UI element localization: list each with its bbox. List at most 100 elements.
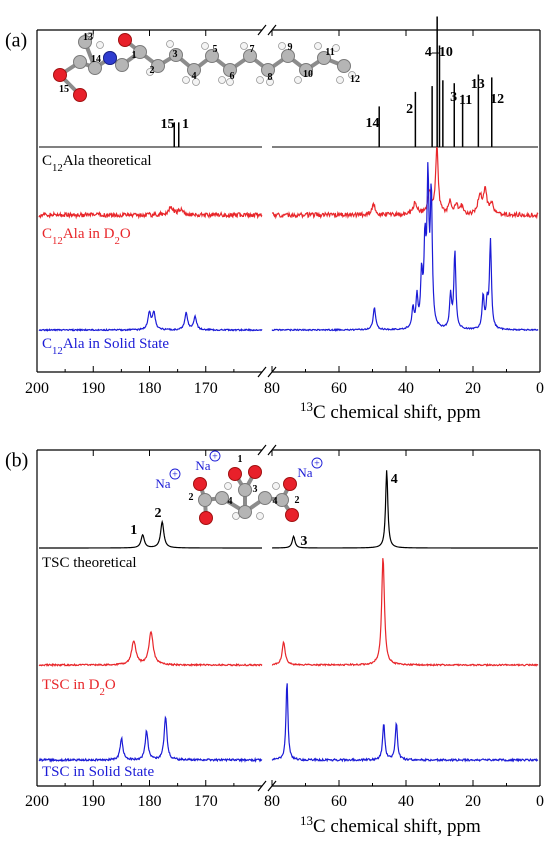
hydrogen-atom xyxy=(332,44,340,52)
hydrogen-atom xyxy=(166,40,174,48)
hydrogen-atom xyxy=(226,78,234,86)
carbon-atom xyxy=(151,59,165,73)
subscript: 12 xyxy=(52,345,63,357)
oxygen-atom xyxy=(285,508,299,522)
ion-charge-circle xyxy=(169,468,181,480)
x-axis-label-sup: 13 xyxy=(300,813,313,828)
x-tick-label: 80 xyxy=(264,793,280,810)
spectrum-trace xyxy=(39,519,262,549)
x-tick-label: 0 xyxy=(536,380,544,397)
spectrum-trace xyxy=(38,310,263,332)
spectrum-trace xyxy=(271,558,539,667)
x-tick-label: 170 xyxy=(194,793,218,810)
x-tick-label: 180 xyxy=(138,793,162,810)
hydrogen-atom xyxy=(278,42,286,50)
peak-label: 3 xyxy=(300,534,307,549)
series-0: TSC theoretical xyxy=(39,470,538,571)
atom-number: 14 xyxy=(91,54,101,65)
hydrogen-atom xyxy=(182,76,190,84)
subscript: 2 xyxy=(114,235,119,247)
oxygen-atom xyxy=(73,88,87,102)
carbon-atom xyxy=(275,493,289,507)
label-part: TSC in D xyxy=(42,677,100,693)
spectrum-trace xyxy=(38,205,263,220)
peak-labels: 1 2 3 4 xyxy=(130,472,398,549)
oxygen-atom xyxy=(228,467,242,481)
hydrogen-atom xyxy=(192,78,200,86)
ion-charge-circle xyxy=(209,450,221,462)
label-part: O xyxy=(120,226,131,242)
atom-number: 4 xyxy=(273,496,278,507)
atom-number: 2 xyxy=(295,495,300,506)
atom-number: 2 xyxy=(150,65,155,76)
atom-number: 8 xyxy=(268,72,273,83)
carbon-atom xyxy=(115,58,129,72)
hydrogen-atom xyxy=(146,68,154,76)
x-axis-label-sup: 13 xyxy=(300,399,313,414)
carbon-atom xyxy=(299,63,313,77)
spectrum-trace xyxy=(38,715,263,763)
oxygen-atom xyxy=(53,68,67,82)
peak-label: 13 xyxy=(471,77,485,92)
ion-charge: + xyxy=(314,459,320,470)
carbon-atom xyxy=(238,483,252,497)
carbon-atom xyxy=(88,61,102,75)
carbon-atom xyxy=(187,63,201,77)
carbon-atom xyxy=(317,51,331,65)
carbon-atom xyxy=(261,63,275,77)
x-tick-label: 180 xyxy=(138,380,162,397)
spectrum-trace xyxy=(272,470,538,549)
x-tick-label: 60 xyxy=(331,793,347,810)
atom-number: 2 xyxy=(189,492,194,503)
sodium-ion-label: Na xyxy=(155,476,170,491)
atom-number: 4 xyxy=(192,71,197,82)
peak-label: 4 xyxy=(391,472,398,487)
x-axis-label-text: C chemical shift, ppm xyxy=(313,402,481,423)
peak-label: 2 xyxy=(154,506,161,521)
spectrum-trace xyxy=(271,162,539,332)
peak-label: 2 xyxy=(406,102,413,117)
oxygen-atom xyxy=(193,477,207,491)
hydrogen-atom xyxy=(266,78,274,86)
x-tick-label: 20 xyxy=(465,380,481,397)
label-part: Ala in D xyxy=(63,226,115,242)
x-tick-label: 170 xyxy=(194,380,218,397)
series-label: TSC in D2O xyxy=(42,677,116,698)
oxygen-atom xyxy=(118,33,132,47)
hydrogen-atom xyxy=(224,482,232,490)
label-part: C xyxy=(42,153,52,169)
carbon-atom xyxy=(223,63,237,77)
x-ticks: 200 190 180 170 80 60 40 20 0 xyxy=(25,30,544,397)
atom-number: 15 xyxy=(59,84,69,95)
label-part: TSC theoretical xyxy=(42,555,137,571)
spectrum-trace xyxy=(271,146,539,220)
spectrum-trace xyxy=(38,630,263,668)
series-1: C12Ala in D2O xyxy=(38,146,539,247)
carbon-atom xyxy=(133,45,147,59)
x-tick-label: 60 xyxy=(331,380,347,397)
series-label: C12Ala theoretical xyxy=(42,153,152,174)
series-label: TSC in Solid State xyxy=(42,764,154,780)
x-tick-label: 80 xyxy=(264,380,280,397)
carbon-atom xyxy=(205,49,219,63)
carbon-atom xyxy=(281,49,295,63)
x-tick-label: 200 xyxy=(25,380,49,397)
atom-number: 5 xyxy=(213,44,218,55)
carbon-atom xyxy=(198,493,212,507)
atom-number: 10 xyxy=(303,69,313,80)
label-part: C xyxy=(42,226,52,242)
subscript: 12 xyxy=(52,235,63,247)
ion-charge: + xyxy=(212,452,218,463)
peak-label: 1 xyxy=(182,117,189,132)
atom-number: 11 xyxy=(325,47,334,58)
peak-label: 12 xyxy=(490,92,504,107)
carbon-atom xyxy=(258,491,272,505)
series-label: C12Ala in D2O xyxy=(42,226,131,247)
carbon-atom xyxy=(215,491,229,505)
atom-number: 13 xyxy=(83,32,93,43)
atom-number: 1 xyxy=(238,454,243,465)
label-part: Ala in Solid State xyxy=(63,336,170,352)
x-tick-label: 190 xyxy=(81,380,105,397)
atom-number: 4 xyxy=(228,496,233,507)
